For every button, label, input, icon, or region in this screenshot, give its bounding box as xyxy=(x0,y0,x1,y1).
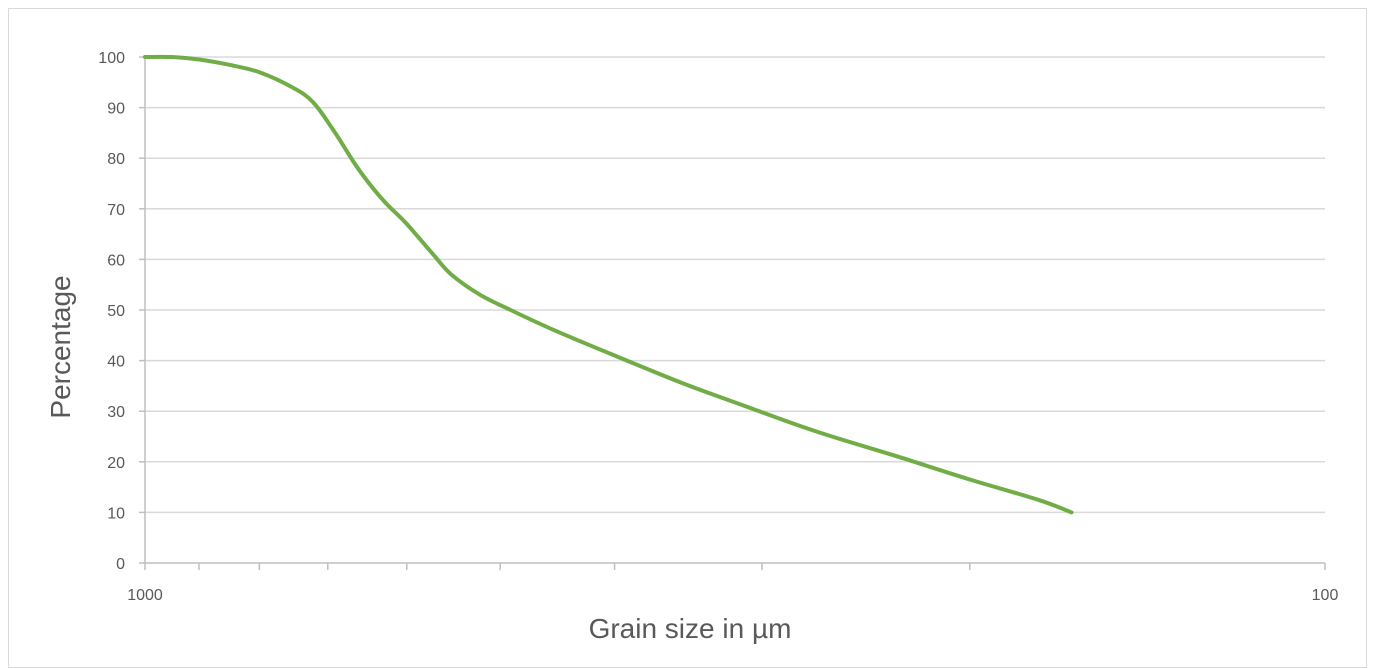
x-axis-title: Grain size in µm xyxy=(589,613,792,644)
x-tick-label: 1000 xyxy=(127,587,163,604)
series-line xyxy=(143,54,1074,515)
y-tick-label: 0 xyxy=(116,556,125,573)
y-tick-label: 10 xyxy=(107,505,125,522)
y-tick-label: 80 xyxy=(107,151,125,168)
axes xyxy=(139,56,1326,570)
gridlines xyxy=(145,56,1325,514)
y-tick-label: 90 xyxy=(107,101,125,118)
y-tick-label: 60 xyxy=(107,252,125,269)
y-tick-label: 50 xyxy=(107,303,125,320)
series-layer xyxy=(143,54,1074,515)
y-tick-label: 100 xyxy=(98,50,125,67)
y-tick-label: 40 xyxy=(107,354,125,371)
x-tick-label: 100 xyxy=(1312,587,1339,604)
y-tick-label: 30 xyxy=(107,404,125,421)
y-tick-label: 20 xyxy=(107,455,125,472)
y-axis-title: Percentage xyxy=(45,275,76,418)
chart-frame xyxy=(8,8,1367,668)
y-tick-label: 70 xyxy=(107,202,125,219)
y-tick-labels: 0 10 20 30 40 50 60 70 80 90 100 xyxy=(98,50,125,573)
x-tick-labels: 1000 100 xyxy=(127,587,1338,604)
